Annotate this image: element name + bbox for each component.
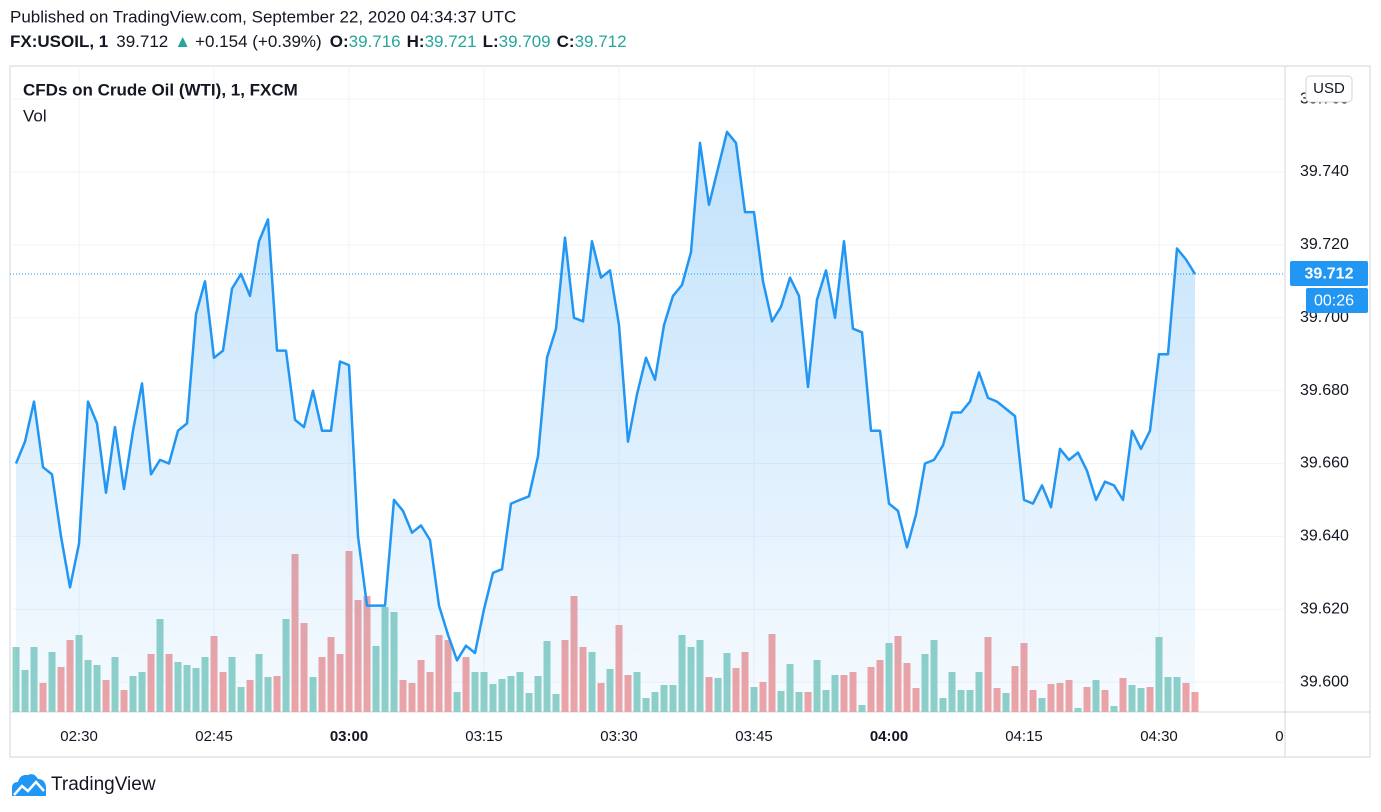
x-tick-label: 04:30 <box>1140 728 1178 745</box>
y-tick-label: 39.600 <box>1300 673 1349 690</box>
countdown-box <box>1306 288 1368 314</box>
logo-mark <box>13 780 45 796</box>
logo-icon <box>12 774 46 796</box>
x-tick-label: 03:00 <box>330 728 368 745</box>
price-line <box>14 130 1197 662</box>
axes: 02:30 02:45 03:00 03:15 03:30 03:45 04:00 04:15… <box>10 75 1368 745</box>
y-tick-label: 39.660 <box>1300 455 1349 472</box>
brand: TradingView <box>51 774 156 795</box>
x-tick-label: 03:30 <box>600 728 638 745</box>
low: 39.709 <box>499 32 551 51</box>
price-area <box>16 131 1195 712</box>
x-tick-label: 04:15 <box>1005 728 1043 745</box>
arrow: ▲ <box>174 32 191 51</box>
volume-bar <box>1191 692 1199 712</box>
y-tick-label: 39.720 <box>1300 236 1349 253</box>
close-label: C: <box>557 32 575 51</box>
logo: TradingView <box>12 774 156 796</box>
symbol-line: FX:USOIL, 1 39.712 ▲ +0.154 (+0.39%) O:39.71… <box>10 32 627 51</box>
change: +0.154 (+0.39%) <box>195 32 322 51</box>
high-label: H: <box>407 32 425 51</box>
y-tick-label: 39.740 <box>1300 163 1349 180</box>
published: Published on TradingView.com, September … <box>10 7 516 26</box>
open: 39.716 <box>349 32 401 51</box>
open-label: O: <box>330 32 349 51</box>
last-value-label: 39.712 <box>1305 265 1354 282</box>
low-label: L: <box>483 32 499 51</box>
x-tick-label: 03:45 <box>735 728 773 745</box>
currency: USD <box>1313 80 1345 97</box>
y-tick-label: 39.700 <box>1300 309 1349 326</box>
last-value-box <box>1290 261 1368 287</box>
price <box>14 130 1197 712</box>
y-tick-label: 39.620 <box>1300 600 1349 617</box>
high: 39.721 <box>425 32 477 51</box>
x-tick-label: 04:00 <box>870 728 908 745</box>
symbol: FX:USOIL, 1 <box>10 32 108 51</box>
legend-title: CFDs on Crude Oil (WTI), 1, FXCM <box>23 80 298 99</box>
x-tick-label: 02:45 <box>195 728 233 745</box>
legend-vol: Vol <box>23 106 47 125</box>
countdown: 00:26 <box>1314 292 1354 309</box>
x-tick-label: 04:45 <box>1275 728 1313 745</box>
x-tick-label: 03:15 <box>465 728 503 745</box>
time-axis: 02:30 02:45 03:00 03:15 03:30 03:45 04:00 04:15… <box>60 728 1313 745</box>
last: 39.712 <box>116 32 168 51</box>
currency-box <box>1305 75 1353 103</box>
x-tick-label: 02:30 <box>60 728 98 745</box>
y-tick-label: 39.680 <box>1300 382 1349 399</box>
y-tick-label: 39.640 <box>1300 528 1349 545</box>
close: 39.712 <box>575 32 627 51</box>
